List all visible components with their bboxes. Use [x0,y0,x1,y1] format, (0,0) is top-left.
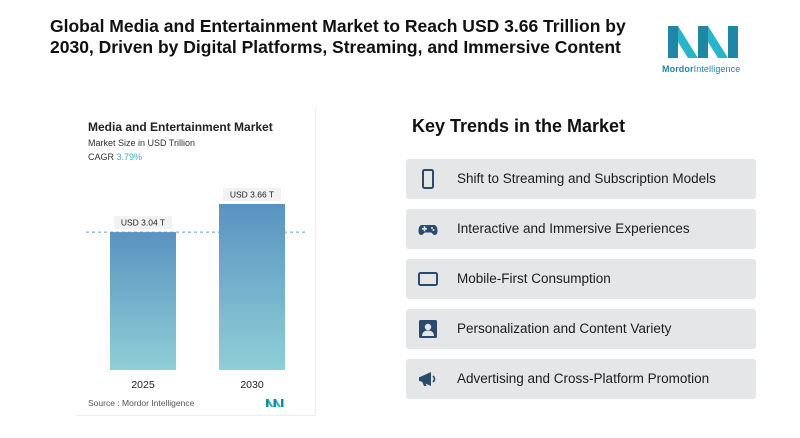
trend-item-personalization[interactable]: Personalization and Content Variety [406,309,756,349]
logo-text: MordorIntelligence [662,64,741,74]
value-label-box [223,188,281,201]
trend-item-mobile-first[interactable]: Mobile-First Consumption [406,259,756,299]
value-label: USD 3.66 T [230,190,274,200]
trend-item-streaming[interactable]: Shift to Streaming and Subscription Mode… [406,159,756,199]
trend-label: Interactive and Immersive Experiences [457,221,690,236]
trend-label: Shift to Streaming and Subscription Mode… [457,171,716,186]
bar-2025 [110,232,176,370]
trend-item-advertising[interactable]: Advertising and Cross-Platform Promotion [406,359,756,399]
mini-logo-icon [266,399,284,407]
megaphone-icon [419,372,436,386]
cagr-label: CAGR [88,152,115,162]
gamepad-icon [418,225,438,235]
value-label: USD 3.04 T [121,218,165,228]
smartphone-icon [422,169,434,189]
category-label: 2030 [240,379,264,391]
chart-cagr: CAGR 3.79% [88,152,142,162]
user-icon [419,320,437,338]
chart-subtitle: Market Size in USD Trillion [88,138,196,148]
cagr-value: 3.79% [116,152,143,162]
trend-label: Mobile-First Consumption [457,271,611,286]
logo-mark-icon [668,26,738,58]
chart-source: Source : Mordor Intelligence [88,398,195,408]
value-label-box [114,216,172,230]
headline: Global Media and Entertainment Market to… [50,16,626,57]
trend-item-immersive[interactable]: Interactive and Immersive Experiences [406,209,756,249]
trends-title: Key Trends in the Market [412,116,626,136]
screen-icon [418,272,438,286]
trend-label: Personalization and Content Variety [457,321,672,336]
trend-label: Advertising and Cross-Platform Promotion [457,371,710,386]
bar-chart: USD 3.04 T 2025 USD 3.66 T 2030 [86,188,308,391]
trend-list: Shift to Streaming and Subscription Mode… [406,159,756,409]
mordor-intelligence-logo: MordorIntelligence [662,22,746,78]
bar-2030 [219,204,285,370]
chart-title: Media and Entertainment Market [88,120,273,134]
chart-card: USD 3.04 T 2025 USD 3.66 T 2030 Media and E… [76,108,316,416]
category-label: 2025 [131,379,155,391]
